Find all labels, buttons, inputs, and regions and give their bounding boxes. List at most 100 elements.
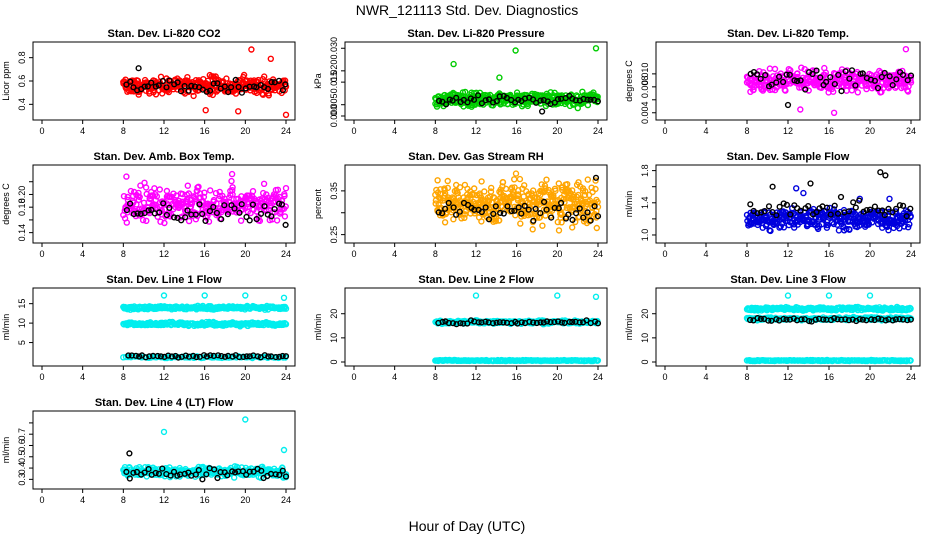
data-point: [551, 185, 559, 193]
data-point: [592, 185, 599, 193]
y-axis-label: ml/min: [624, 191, 634, 218]
data-point: [127, 200, 134, 207]
data-point: [809, 70, 816, 78]
x-tick-label: 16: [512, 126, 522, 136]
y-tick-label: 0.000: [329, 105, 339, 128]
y-tick-label: 0.008: [640, 76, 650, 99]
x-tick-label: 16: [200, 495, 210, 505]
data-point: [481, 188, 488, 195]
data-point: [485, 96, 493, 103]
data-point: [196, 201, 203, 208]
series-subset: [435, 174, 602, 224]
data-point: [224, 211, 232, 218]
data-point: [134, 77, 142, 85]
data-point: [436, 97, 443, 105]
data-point: [179, 198, 187, 206]
plot-frame: [344, 287, 608, 367]
data-point: [450, 60, 457, 68]
plot-frame: [655, 287, 921, 367]
y-tick-label: 0.25: [329, 226, 339, 244]
data-point: [248, 46, 255, 53]
data-point: [161, 219, 168, 227]
figure-x-axis-label: Hour of Day (UTC): [409, 518, 526, 534]
panel-8: Stan. Dev. Line 2 Flow ml/min 0 4 8 12 16 20 24 0…: [313, 274, 608, 382]
data-point: [199, 210, 206, 218]
x-tick-label: 20: [552, 372, 562, 382]
series-subset: [747, 67, 915, 109]
data-point: [123, 219, 131, 226]
data-point: [529, 226, 536, 233]
data-point: [126, 450, 133, 457]
x-tick-label: 12: [783, 126, 793, 136]
x-tick-label: 0: [39, 372, 44, 382]
data-point: [282, 184, 290, 192]
data-point: [133, 201, 140, 208]
data-point: [123, 207, 131, 214]
plot-frame: [655, 164, 921, 244]
x-tick-label: 24: [281, 495, 291, 505]
data-point: [552, 197, 559, 204]
x-tick-label: 8: [744, 249, 749, 259]
data-point: [204, 212, 211, 220]
data-point: [214, 80, 221, 87]
y-tick-label: 0.35: [329, 182, 339, 200]
data-point: [135, 65, 142, 72]
data-point: [268, 213, 275, 220]
data-point: [185, 217, 193, 225]
data-point: [130, 211, 138, 218]
data-point: [850, 199, 857, 206]
panel-title: Stan. Dev. Line 1 Flow: [106, 274, 222, 286]
data-point: [893, 76, 900, 83]
data-point: [496, 74, 503, 81]
data-point: [555, 227, 563, 234]
data-point: [237, 217, 245, 224]
y-tick-label: 15: [17, 299, 27, 309]
y-axis-label: ml/min: [313, 314, 323, 341]
data-point: [874, 84, 882, 92]
data-point: [282, 81, 289, 88]
data-point: [554, 96, 562, 103]
data-point: [838, 87, 845, 95]
data-point: [843, 87, 850, 94]
data-point: [166, 77, 173, 84]
data-point: [902, 46, 910, 53]
x-tick-label: 16: [824, 249, 834, 259]
y-tick-label: 0: [329, 359, 339, 364]
data-point: [221, 202, 228, 209]
data-point: [453, 211, 460, 218]
data-point: [823, 78, 830, 86]
data-point: [148, 206, 155, 214]
data-point: [439, 210, 446, 217]
x-tick-label: 16: [200, 372, 210, 382]
x-tick-label: 24: [281, 372, 291, 382]
data-point: [218, 216, 225, 223]
data-point: [228, 84, 235, 91]
y-tick-label: 10: [640, 333, 650, 343]
data-point: [825, 292, 833, 299]
series-all: [432, 170, 602, 234]
data-point: [899, 202, 907, 209]
data-point: [899, 71, 907, 79]
data-point: [206, 87, 214, 94]
data-point: [282, 221, 289, 229]
data-point: [213, 88, 220, 95]
data-point: [450, 204, 457, 211]
data-point: [464, 99, 471, 106]
x-tick-label: 24: [281, 126, 291, 136]
panel-title: Stan. Dev. Amb. Box Temp.: [94, 151, 235, 163]
data-point: [813, 67, 820, 74]
data-point: [238, 89, 246, 96]
data-point: [757, 75, 764, 82]
y-tick-label: 0.8: [17, 51, 27, 64]
series-subset: [436, 92, 602, 115]
y-tick-label: 10: [329, 333, 339, 343]
panel-10: Stan. Dev. Line 4 (LT) Flow ml/min 0 4 8 12 16…: [1, 397, 296, 505]
data-point: [529, 96, 537, 103]
data-point: [187, 203, 195, 211]
data-point: [202, 106, 209, 114]
data-point: [453, 94, 460, 101]
data-point: [188, 82, 195, 90]
data-point: [441, 219, 449, 226]
data-point: [148, 79, 155, 86]
